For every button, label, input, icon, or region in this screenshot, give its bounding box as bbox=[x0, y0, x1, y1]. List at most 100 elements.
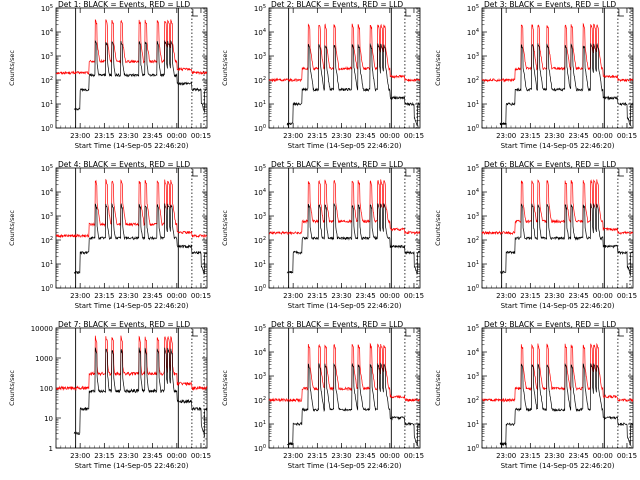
x-axis-label: Start Time (14-Sep-05 22:46:20) bbox=[75, 462, 189, 470]
y-tick-label: 102 bbox=[254, 396, 266, 405]
x-tick-label: 23:30 bbox=[544, 292, 564, 300]
x-tick-label: 00:15 bbox=[404, 452, 424, 460]
x-tick-label: 00:15 bbox=[191, 292, 211, 300]
y-tick-label: 100 bbox=[254, 444, 266, 453]
y-tick-label: 103 bbox=[254, 212, 266, 221]
y-tick-label: 100 bbox=[254, 284, 266, 293]
chart-svg: Det 3: BLACK = Events, RED = LLD 100 101 10… bbox=[434, 0, 637, 150]
y-tick-label: 103 bbox=[467, 372, 479, 381]
x-tick-label: 23:00 bbox=[283, 292, 303, 300]
x-tick-label: 23:30 bbox=[331, 452, 351, 460]
y-tick-label: 104 bbox=[41, 28, 53, 37]
x-tick-label: 23:00 bbox=[70, 132, 90, 140]
y-tick-label: 104 bbox=[467, 188, 479, 197]
series-lld-line bbox=[268, 179, 421, 236]
series-lld-line bbox=[268, 342, 421, 403]
x-tick-label: 00:15 bbox=[617, 292, 637, 300]
x-tick-label: 00:00 bbox=[380, 452, 400, 460]
chart-title: Det 2: BLACK = Events, RED = LLD bbox=[271, 0, 403, 9]
chart-svg: Det 6: BLACK = Events, RED = LLD 100 101 10… bbox=[434, 160, 637, 310]
series-events-line bbox=[286, 43, 421, 127]
x-tick-label: 23:00 bbox=[283, 132, 303, 140]
y-tick-label: 101 bbox=[41, 100, 53, 109]
corner-marker bbox=[192, 329, 198, 337]
y-tick-label: 102 bbox=[254, 76, 266, 85]
corner-marker bbox=[405, 329, 411, 337]
x-tick-label: 00:00 bbox=[167, 292, 187, 300]
x-tick-label: 00:15 bbox=[617, 132, 637, 140]
x-tick-label: 23:45 bbox=[569, 292, 589, 300]
x-axis-label: Start Time (14-Sep-05 22:46:20) bbox=[501, 462, 615, 470]
y-tick-label: 101 bbox=[254, 260, 266, 269]
x-tick-label: 23:45 bbox=[569, 452, 589, 460]
x-tick-label: 00:00 bbox=[593, 452, 613, 460]
chart-title: Det 8: BLACK = Events, RED = LLD bbox=[271, 320, 403, 329]
chart-svg: Det 5: BLACK = Events, RED = LLD 100 101 10… bbox=[221, 160, 424, 310]
y-tick-label: 104 bbox=[467, 28, 479, 37]
y-axis-label: Counts/sec bbox=[221, 370, 229, 406]
chart-svg: Det 9: BLACK = Events, RED = LLD 100 101 10… bbox=[434, 320, 637, 470]
detector-panel-5: Det 5: BLACK = Events, RED = LLD 100 101 10… bbox=[213, 160, 426, 320]
x-axis-label: Start Time (14-Sep-05 22:46:20) bbox=[288, 302, 402, 310]
x-tick-label: 23:00 bbox=[70, 452, 90, 460]
y-tick-label: 1 bbox=[49, 445, 53, 453]
y-tick-label: 102 bbox=[41, 76, 53, 85]
y-tick-label: 102 bbox=[467, 396, 479, 405]
y-tick-label: 103 bbox=[467, 52, 479, 61]
x-tick-label: 23:45 bbox=[143, 452, 163, 460]
x-tick-label: 23:45 bbox=[356, 292, 376, 300]
y-axis-label: Counts/sec bbox=[434, 210, 442, 246]
x-tick-label: 23:30 bbox=[544, 132, 564, 140]
y-tick-label: 1000 bbox=[35, 355, 53, 363]
series-events-line bbox=[286, 362, 421, 447]
y-tick-label: 105 bbox=[467, 164, 479, 173]
x-tick-label: 23:45 bbox=[569, 132, 589, 140]
chart-svg: Det 7: BLACK = Events, RED = LLD 1 10 100 10… bbox=[8, 320, 211, 470]
series-events-line bbox=[499, 203, 634, 276]
y-tick-label: 10000 bbox=[31, 325, 53, 333]
x-axis-label: Start Time (14-Sep-05 22:46:20) bbox=[501, 302, 615, 310]
y-axis-label: Counts/sec bbox=[434, 370, 442, 406]
x-tick-label: 23:15 bbox=[307, 132, 327, 140]
x-tick-label: 23:15 bbox=[520, 132, 540, 140]
x-tick-label: 00:15 bbox=[404, 132, 424, 140]
corner-marker bbox=[192, 169, 198, 177]
y-tick-label: 103 bbox=[41, 212, 53, 221]
y-axis-label: Counts/sec bbox=[221, 210, 229, 246]
y-tick-label: 102 bbox=[41, 236, 53, 245]
y-tick-label: 105 bbox=[467, 4, 479, 13]
series-lld-line bbox=[481, 179, 634, 236]
corner-marker bbox=[618, 9, 624, 17]
x-tick-label: 23:45 bbox=[143, 292, 163, 300]
corner-marker bbox=[405, 9, 411, 17]
chart-title: Det 6: BLACK = Events, RED = LLD bbox=[484, 160, 616, 169]
x-tick-label: 23:30 bbox=[118, 132, 138, 140]
x-tick-label: 00:00 bbox=[167, 452, 187, 460]
x-tick-label: 00:15 bbox=[191, 452, 211, 460]
x-axis-label: Start Time (14-Sep-05 22:46:20) bbox=[75, 302, 189, 310]
x-tick-label: 00:15 bbox=[404, 292, 424, 300]
y-tick-label: 102 bbox=[254, 236, 266, 245]
y-tick-label: 103 bbox=[254, 52, 266, 61]
x-tick-label: 23:30 bbox=[331, 132, 351, 140]
chart-svg: Det 4: BLACK = Events, RED = LLD 100 101 10… bbox=[8, 160, 211, 310]
x-tick-label: 00:00 bbox=[380, 132, 400, 140]
series-lld-line bbox=[55, 19, 208, 76]
x-tick-label: 23:45 bbox=[356, 132, 376, 140]
y-tick-label: 104 bbox=[254, 188, 266, 197]
plot-frame bbox=[481, 7, 634, 129]
y-tick-label: 101 bbox=[254, 100, 266, 109]
series-lld-line bbox=[481, 342, 634, 403]
x-tick-label: 23:00 bbox=[496, 292, 516, 300]
series-events-line bbox=[286, 203, 421, 275]
series-events-line bbox=[499, 43, 634, 127]
y-tick-label: 100 bbox=[467, 124, 479, 133]
x-tick-label: 23:30 bbox=[544, 452, 564, 460]
detector-panel-9: Det 9: BLACK = Events, RED = LLD 100 101 10… bbox=[426, 320, 639, 480]
x-tick-label: 00:15 bbox=[617, 452, 637, 460]
y-tick-label: 103 bbox=[467, 212, 479, 221]
corner-marker bbox=[618, 329, 624, 337]
y-tick-label: 103 bbox=[41, 52, 53, 61]
x-tick-label: 23:30 bbox=[331, 292, 351, 300]
detector-panel-6: Det 6: BLACK = Events, RED = LLD 100 101 10… bbox=[426, 160, 639, 320]
